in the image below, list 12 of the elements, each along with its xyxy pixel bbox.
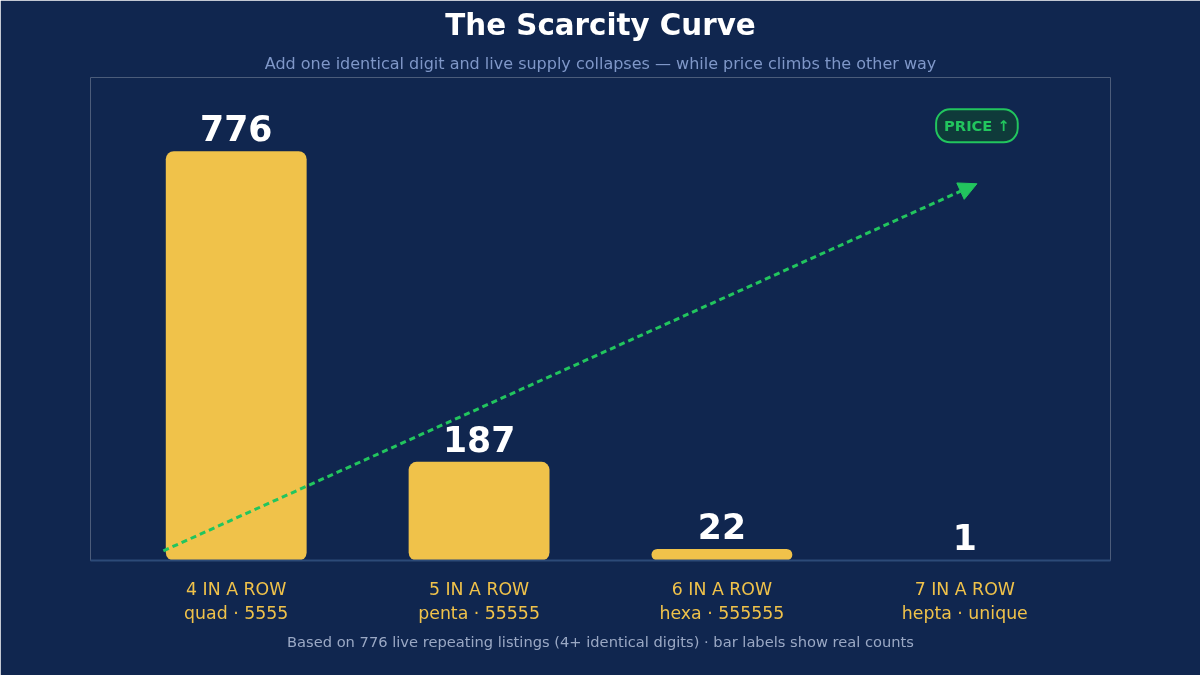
text: Based on 776 live repeating listings (4+ identical digits) · bar labels show real counts xyxy=(286,632,915,650)
text: PRICE ↑ xyxy=(944,117,1010,135)
x-tick-label: 5 IN A ROW penta · 55555 xyxy=(418,578,540,623)
chart-title: The Scarcity Curve xyxy=(445,7,756,42)
x-tick-label: 4 IN A ROW quad · 5555 xyxy=(184,578,289,623)
x-tick-label: 6 IN A ROW hexa · 555555 xyxy=(659,578,785,623)
chart-subtitle: Add one identical digit and live supply collapses — while price climbs the other way xyxy=(264,53,937,73)
x-tick-label: 7 IN A ROW hepta · unique xyxy=(901,578,1028,623)
data-label: 187 xyxy=(442,419,516,460)
data-label: 22 xyxy=(697,506,747,547)
data-label: 1 xyxy=(952,517,977,558)
data-label: 776 xyxy=(200,109,273,150)
